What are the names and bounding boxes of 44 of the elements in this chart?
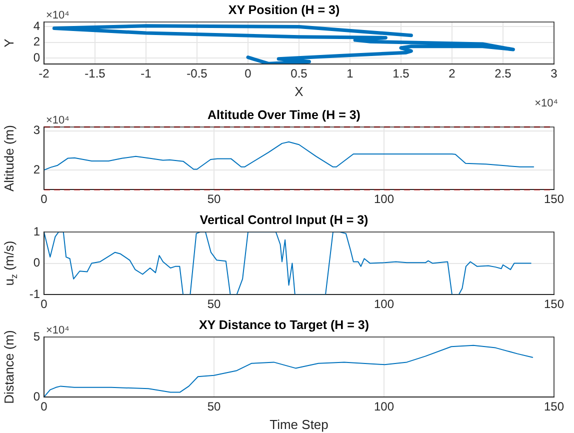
chart-title: Altitude Over Time (H = 3) <box>208 108 360 122</box>
x-tick-label: -0.5 <box>186 66 208 81</box>
chart-title: Vertical Control Input (H = 3) <box>200 212 368 227</box>
x-tick-label: 1.5 <box>392 66 410 81</box>
x-tick-label: 150 <box>544 400 564 414</box>
y-tick-label: 0 <box>33 389 40 404</box>
x-tick-label: 2.5 <box>494 66 512 81</box>
x-axis-title: Time Step <box>270 416 328 432</box>
y-tick-label: 0 <box>33 50 40 64</box>
y-axis-title: uz (m/s) <box>2 240 20 286</box>
text: ×10⁴ <box>46 324 70 337</box>
x-tick-label: 100 <box>374 192 394 206</box>
x-tick-label: 50 <box>207 297 221 312</box>
y-axis-title: Distance (m) <box>2 330 17 404</box>
y-tick-label: 0 <box>33 256 40 270</box>
x-tick-label: 150 <box>544 297 564 312</box>
y-axis-title: Altitude (m) <box>2 125 17 192</box>
x-axis-title: X <box>294 84 304 99</box>
y-tick-label: 2 <box>33 34 40 49</box>
x-tick-label: 150 <box>544 192 564 206</box>
y-tick-label: 4 <box>33 19 40 34</box>
x-tick-label: 100 <box>374 297 394 312</box>
y-tick-label: 1 <box>33 224 40 238</box>
x-tick-label: 2 <box>448 66 456 81</box>
x-tick-label: 0 <box>244 66 252 81</box>
x-tick-label: 1 <box>346 66 354 81</box>
x-tick-label: -1 <box>140 66 152 81</box>
x-tick-label: 100 <box>374 400 394 414</box>
x-tick-label: 0.5 <box>290 66 308 81</box>
y-tick-label: 5 <box>33 329 40 344</box>
x-tick-label: -2 <box>38 66 50 81</box>
x-tick-label: 50 <box>207 192 221 206</box>
chart-title: XY Position (H = 3) <box>228 2 340 17</box>
text: ×10⁴ <box>534 98 558 110</box>
y-axis-title: Y <box>2 38 17 48</box>
x-tick-label: 50 <box>207 400 221 414</box>
y-tick-label: 3 <box>33 123 40 138</box>
y-tick-label: 2 <box>33 162 40 176</box>
text: ×10⁴ <box>46 114 70 127</box>
x-tick-label: -1.5 <box>84 66 106 81</box>
y-tick-label: -1 <box>29 286 40 301</box>
x-tick-label: 3 <box>550 66 558 81</box>
text: ×10⁴ <box>46 10 70 22</box>
chart-title: XY Distance to Target (H = 3) <box>198 318 370 332</box>
